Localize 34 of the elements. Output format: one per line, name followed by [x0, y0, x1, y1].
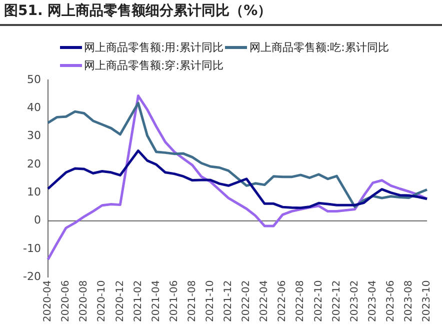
x-tick-label: 2021-04	[150, 280, 162, 322]
x-tick-label: 2023-06	[385, 280, 396, 322]
y-tick-label: -20	[23, 270, 41, 284]
chart-title: 图51. 网上商品零售额细分累计同比（%）	[4, 2, 272, 20]
legend-label: 网上商品零售额:穿:累计同比	[84, 58, 224, 72]
x-tick-label: 2022-02	[241, 280, 252, 322]
x-tick-label: 2021-02	[132, 280, 144, 322]
x-tick-label: 2021-12	[223, 280, 234, 322]
x-tick-label: 2020-06	[60, 280, 72, 322]
y-tick-label: 40	[26, 101, 41, 114]
y-tick-label: 50	[26, 72, 41, 86]
y-tick-label: 10	[26, 186, 41, 199]
x-tick-label: 2020-08	[78, 280, 90, 322]
x-tick-label: 2022-06	[277, 280, 288, 322]
x-tick-label: 2023-02	[349, 280, 360, 322]
x-tick-label: 2023-08	[404, 280, 415, 322]
x-tick-label: 2020-12	[114, 280, 126, 322]
x-tick-label: 2021-06	[168, 280, 180, 322]
y-tick-label: 30	[26, 129, 41, 142]
x-tick-label: 2021-08	[186, 280, 198, 322]
x-tick-label: 2023-04	[367, 280, 378, 322]
x-tick-label: 2021-10	[205, 280, 216, 322]
x-tick-label: 2022-08	[295, 280, 306, 322]
x-tick-label: 2023-10	[422, 280, 433, 322]
legend-label: 网上商品零售额:用:累计同比	[84, 40, 224, 54]
legend-label: 网上商品零售额:吃:累计同比	[249, 40, 389, 54]
y-tick-label: -10	[23, 242, 41, 255]
x-tick-label: 2022-04	[259, 280, 270, 322]
x-tick-label: 2022-12	[331, 280, 342, 322]
y-tick-label: 0	[34, 214, 41, 227]
x-tick-label: 2022-10	[313, 280, 324, 322]
x-tick-label: 2020-04	[42, 280, 54, 322]
y-tick-label: 20	[26, 157, 41, 170]
x-tick-label: 2020-10	[96, 280, 108, 322]
